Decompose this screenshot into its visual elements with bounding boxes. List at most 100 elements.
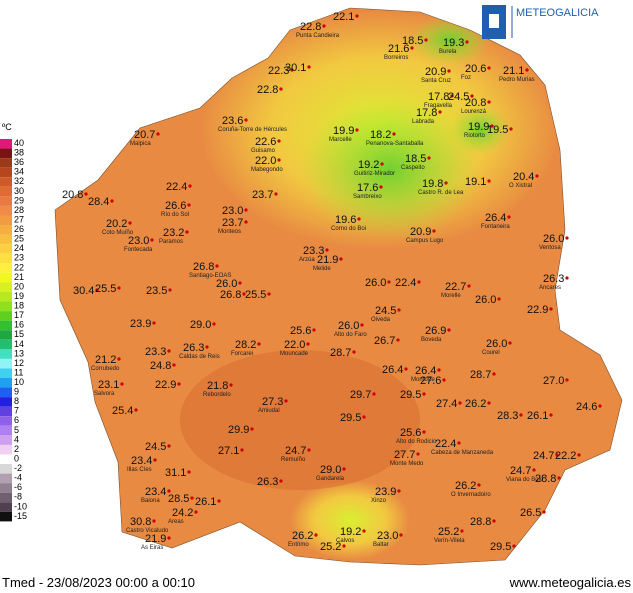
station-value: 30.8 (130, 516, 151, 528)
station-value: 26.5 (520, 507, 541, 519)
station-name: Melide (313, 266, 331, 272)
station-value: 26.1 (195, 496, 216, 508)
legend-label: 6 (14, 415, 19, 425)
station-value: 22.6 (255, 136, 276, 148)
station-value: 22.2 (555, 450, 576, 462)
station-value: 25.5 (95, 283, 116, 295)
station-value: 19.1 (465, 176, 486, 188)
station-value: 26.4 (485, 212, 506, 224)
station-dot (467, 284, 471, 288)
station-dot (487, 179, 491, 183)
legend-swatch (0, 215, 12, 226)
station-name: Foz (461, 75, 471, 81)
station-name: Coto Muíño (102, 230, 134, 236)
station-dot (188, 184, 192, 188)
station-value: 22.1 (333, 11, 354, 23)
station-value: 18.5 (405, 153, 426, 165)
station-value: 26.3 (257, 476, 278, 488)
station-dot (339, 257, 343, 261)
station-dot (477, 483, 481, 487)
station-dot (167, 536, 171, 540)
station-value: 28.8 (470, 516, 491, 528)
legend-label: 40 (14, 138, 24, 148)
station-value: 27.3 (262, 396, 283, 408)
legend-unit: ºC (2, 122, 12, 132)
legend-swatch (0, 272, 12, 283)
station-value: 22.8 (300, 21, 321, 33)
station-dot (450, 94, 454, 98)
legend-label: 0 (14, 453, 19, 463)
station-dot (244, 118, 248, 122)
station-value: 26.0 (486, 338, 507, 350)
station-name: Guitiriz-Mirador (354, 171, 395, 177)
station-value: 20.9 (425, 66, 446, 78)
station-dot (167, 349, 171, 353)
station-value: 26.2 (292, 530, 313, 542)
legend-swatch (0, 263, 12, 273)
station-dot (404, 367, 408, 371)
station-value: 22.3 (268, 65, 289, 77)
station-name: Alto do Faro (334, 332, 367, 338)
station-value: 29.5 (490, 541, 511, 553)
station-name: Paramos (159, 239, 183, 245)
legend-swatch (0, 397, 12, 407)
station-name: Pedro Murias (499, 77, 535, 83)
station-dot (242, 292, 246, 296)
station-name: Amiudal (258, 408, 280, 414)
station-name: Gandarela (316, 476, 345, 482)
station-value: 23.7 (222, 217, 243, 229)
legend-label: 24 (14, 243, 24, 253)
station-name: Castro Vicaludo (126, 528, 169, 534)
station-name: Arzúa (299, 257, 315, 263)
legend-label: 32 (14, 176, 24, 186)
legend-swatch (0, 435, 12, 445)
station-value: 23.9 (130, 318, 151, 330)
station-name: Corno do Boi (331, 226, 366, 232)
station-value: 26.3 (183, 342, 204, 354)
url: www.meteogalicia.es (509, 575, 632, 590)
station-dot (417, 280, 421, 284)
station-dot (355, 128, 359, 132)
station-dot (379, 185, 383, 189)
station-value: 20.2 (106, 218, 127, 230)
station-value: 26.8 (220, 289, 241, 301)
station-dot (212, 322, 216, 326)
station-value: 26.9 (425, 325, 446, 337)
legend-swatch (0, 406, 12, 417)
station-dot (432, 229, 436, 233)
station-dot (557, 476, 561, 480)
station-dot (438, 110, 442, 114)
station-dot (284, 399, 288, 403)
station-value: 22.4 (166, 181, 187, 193)
station-dot (362, 415, 366, 419)
station-dot (542, 510, 546, 514)
legend-label: 10 (14, 377, 24, 387)
station-value: 26.0 (475, 294, 496, 306)
station-dot (257, 342, 261, 346)
station-dot (444, 181, 448, 185)
station-dot (549, 307, 553, 311)
legend-swatch (0, 167, 12, 178)
station-dot (250, 427, 254, 431)
legend-swatch (0, 139, 12, 149)
station-value: 20.8 (465, 97, 486, 109)
station-name: Fontecada (124, 247, 153, 253)
station-value: 23.0 (377, 530, 398, 542)
legend-label: -2 (14, 463, 22, 473)
station-dot (397, 308, 401, 312)
station-value: 29.7 (350, 389, 371, 401)
station-dot (172, 363, 176, 367)
legend-label: 21 (14, 272, 24, 282)
station-dot (360, 323, 364, 327)
station-value: 23.3 (145, 346, 166, 358)
station-value: 25.6 (290, 325, 311, 337)
station-dot (185, 230, 189, 234)
station-value: 27.6 (420, 375, 441, 387)
station-value: 26.2 (465, 398, 486, 410)
station-value: 24.2 (172, 507, 193, 519)
station-value: 24.5 (145, 441, 166, 453)
station-dot (84, 192, 88, 196)
station-dot (535, 174, 539, 178)
station-value: 24.7 (510, 465, 531, 477)
